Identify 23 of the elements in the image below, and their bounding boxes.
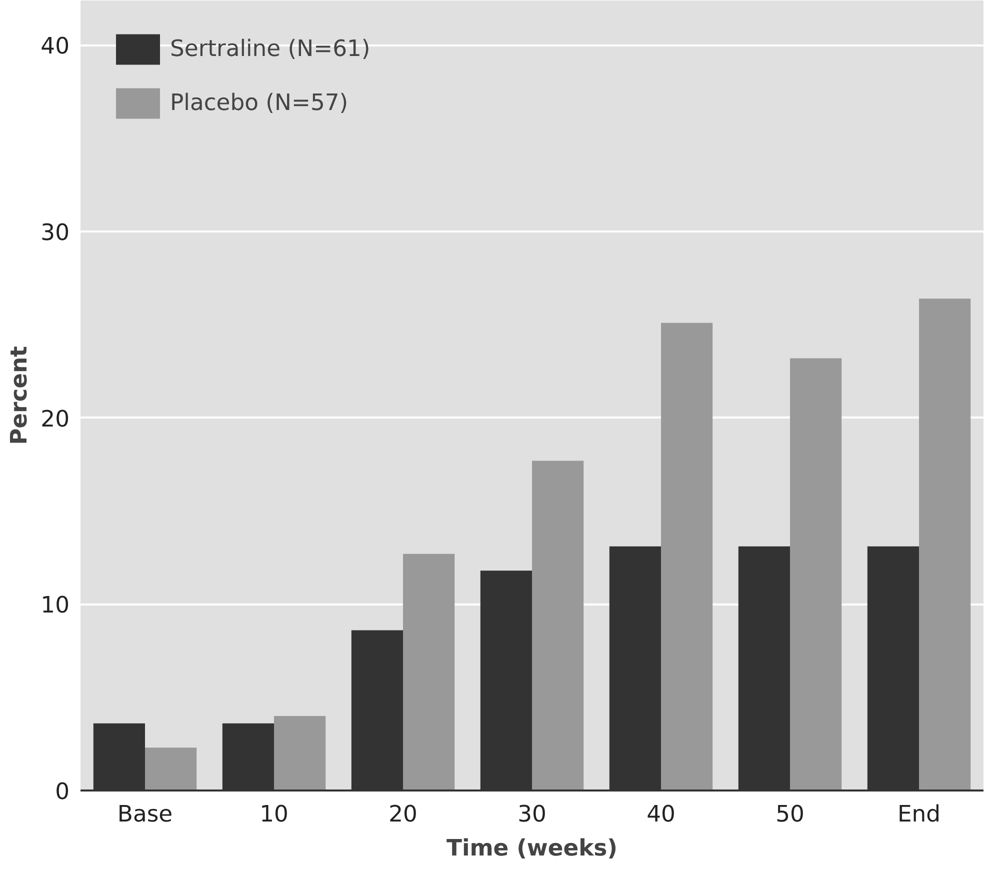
y-tick-label: 0 <box>55 779 70 805</box>
bar <box>790 358 842 790</box>
y-tick-label: 20 <box>40 406 70 432</box>
bar <box>403 554 455 790</box>
x-tick-label: 40 <box>646 802 676 828</box>
bar <box>661 322 713 790</box>
x-tick-label: 50 <box>776 802 804 828</box>
x-tick-label: 30 <box>518 802 546 828</box>
y-tick-label: 10 <box>40 592 70 619</box>
x-tick-label: Base <box>117 802 173 828</box>
y-tick-label: 30 <box>40 220 70 246</box>
y-tick-label: 40 <box>40 34 70 60</box>
x-tick-label: 20 <box>388 802 418 828</box>
bar <box>145 748 197 790</box>
legend-label: Sertraline (N=61) <box>170 36 370 62</box>
legend-label: Placebo (N=57) <box>170 90 348 116</box>
x-tick-label: 10 <box>260 802 288 828</box>
y-axis-title: Percent <box>6 346 33 445</box>
bar <box>274 716 326 790</box>
x-tick-label: End <box>897 802 941 828</box>
bar <box>532 460 584 790</box>
x-axis-title: Time (weeks) <box>446 836 618 862</box>
bar <box>919 298 971 790</box>
